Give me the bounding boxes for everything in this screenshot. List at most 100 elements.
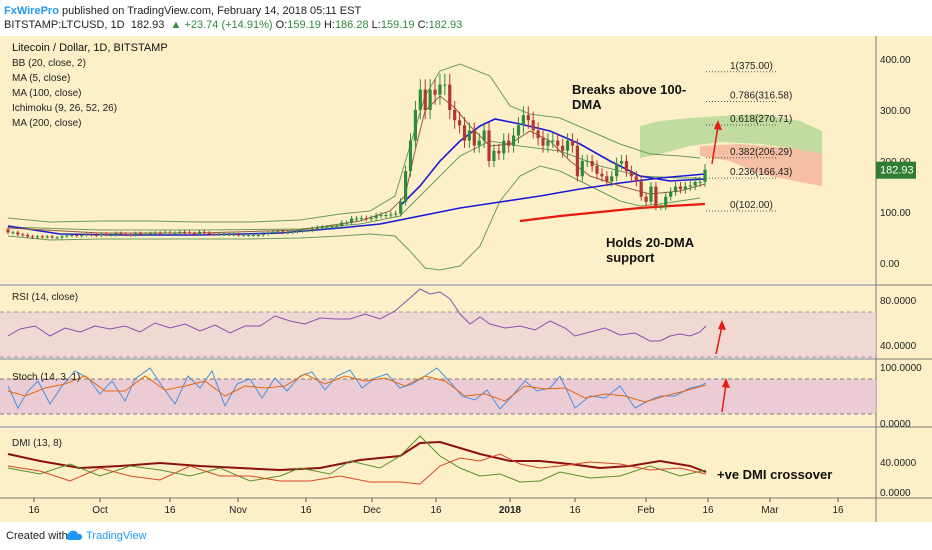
chart-title: Litecoin / Dollar, 1D, BITSTAMP [12, 42, 168, 54]
candle-body [11, 232, 15, 234]
rsi-band [0, 312, 876, 358]
candle-body [202, 231, 206, 233]
dmi-tick-0: 0.0000 [880, 488, 911, 499]
candle-body [16, 232, 20, 235]
candle-body [693, 181, 697, 186]
candle-body [291, 231, 295, 233]
candle-body [60, 236, 64, 238]
time-axis-bg [0, 498, 932, 522]
low-label: L: [371, 19, 381, 31]
symbol-label: BITSTAMP:LTCUSD, 1D [4, 19, 125, 31]
candle-body [119, 233, 123, 235]
candle-body [654, 186, 658, 207]
candle-body [143, 233, 148, 235]
candle-body [595, 166, 599, 174]
ichimoku-cloud-green [640, 114, 822, 158]
dmi-title: DMI (13, 8) [12, 438, 62, 449]
candle-body [688, 185, 692, 187]
fib-level-label: 0.786(316.58) [730, 91, 792, 102]
candle-body [138, 233, 143, 235]
candle-body [374, 215, 378, 219]
candle-body [507, 140, 511, 146]
candle-body [153, 232, 157, 234]
candle-body [615, 163, 619, 177]
candle-body [394, 213, 398, 215]
candle-body [286, 232, 290, 234]
candle-body [295, 230, 300, 232]
candle-body [669, 191, 673, 197]
candle-body [403, 171, 408, 202]
candle-body [561, 145, 565, 151]
publisher-name[interactable]: FxWirePro [4, 5, 59, 17]
rsi-line [7, 288, 707, 342]
legend-item-ma200: MA (200, close) [12, 118, 81, 129]
rsi-tick-40: 40.0000 [880, 341, 917, 352]
candle-body [683, 186, 687, 190]
last-price: 182.93 [130, 19, 165, 31]
candle-body [207, 232, 211, 234]
candle-body [359, 218, 364, 220]
candle-body [75, 234, 79, 236]
time-tick-label: 16 [164, 505, 176, 516]
candle-body [237, 234, 241, 236]
tradingview-brand[interactable]: TradingView [86, 530, 147, 542]
candle-body [433, 89, 437, 95]
candle-body [349, 218, 354, 223]
candle-body [703, 169, 707, 182]
candle-body [521, 115, 525, 126]
candle-body [408, 140, 413, 172]
candle-body [70, 234, 74, 236]
candle-body [502, 140, 506, 154]
candle-body [173, 232, 177, 234]
time-tick-label: Oct [92, 505, 108, 516]
ohlc-line: BITSTAMP:LTCUSD, 1D 182.93 ▲ +23.74 (+14… [4, 19, 462, 31]
candle-body [482, 130, 486, 141]
candle-body [448, 84, 452, 110]
fibonacci-levels: 1(375.00) 0.786(316.58) 0.618(270.71) 0.382… [706, 61, 792, 212]
annotation-holds-line1: Holds 20-DMA [606, 235, 695, 250]
candle-body [354, 218, 359, 220]
price-tick-label: 400.00 [880, 55, 911, 66]
close-value: 182.93 [428, 19, 463, 31]
candle-body [384, 215, 388, 217]
candle-body [109, 234, 113, 236]
candle-body [600, 173, 604, 177]
candle-body [246, 234, 251, 236]
candle-body [335, 226, 339, 228]
arrow-main [711, 120, 722, 165]
legend-item-bb: BB (20, close, 2) [12, 58, 86, 69]
candle-body [80, 234, 84, 236]
legend-item-ichimoku: Ichimoku (9, 26, 52, 26) [12, 103, 117, 114]
candle-body [551, 140, 555, 142]
candle-body [50, 236, 54, 238]
candle-body [698, 181, 702, 183]
ma200-line [519, 202, 706, 223]
arrow-stoch [721, 378, 730, 413]
candle-body [21, 234, 25, 236]
candle-body [418, 89, 422, 110]
annotation-breaks-line1: Breaks above 100- [572, 82, 686, 97]
candle-body [590, 161, 594, 167]
candle-body [605, 176, 609, 182]
open-value: 159.19 [287, 19, 321, 31]
candle-body [256, 234, 260, 236]
candle-body [104, 233, 108, 235]
bb-lower [7, 165, 701, 271]
price-tick-label: 300.00 [880, 106, 911, 117]
candle-body [413, 110, 418, 141]
candle-body [30, 236, 35, 238]
ichimoku-cloud-red [700, 144, 822, 186]
stoch-title: Stoch (14, 3, 1) [12, 372, 80, 383]
candle-body [276, 231, 280, 233]
candle-body [664, 196, 668, 207]
fib-level-label: 1(375.00) [730, 61, 773, 72]
candle-body [197, 231, 202, 234]
candle-body [511, 135, 516, 146]
chart-area[interactable]: 1(375.00) 0.786(316.58) 0.618(270.71) 0.382… [0, 36, 932, 522]
rsi-tick-80: 80.0000 [880, 296, 917, 307]
close-label: C: [417, 19, 429, 31]
candle-body [320, 227, 324, 229]
candle-body [487, 130, 491, 161]
high-label: H: [323, 19, 335, 31]
candle-body [624, 161, 629, 172]
